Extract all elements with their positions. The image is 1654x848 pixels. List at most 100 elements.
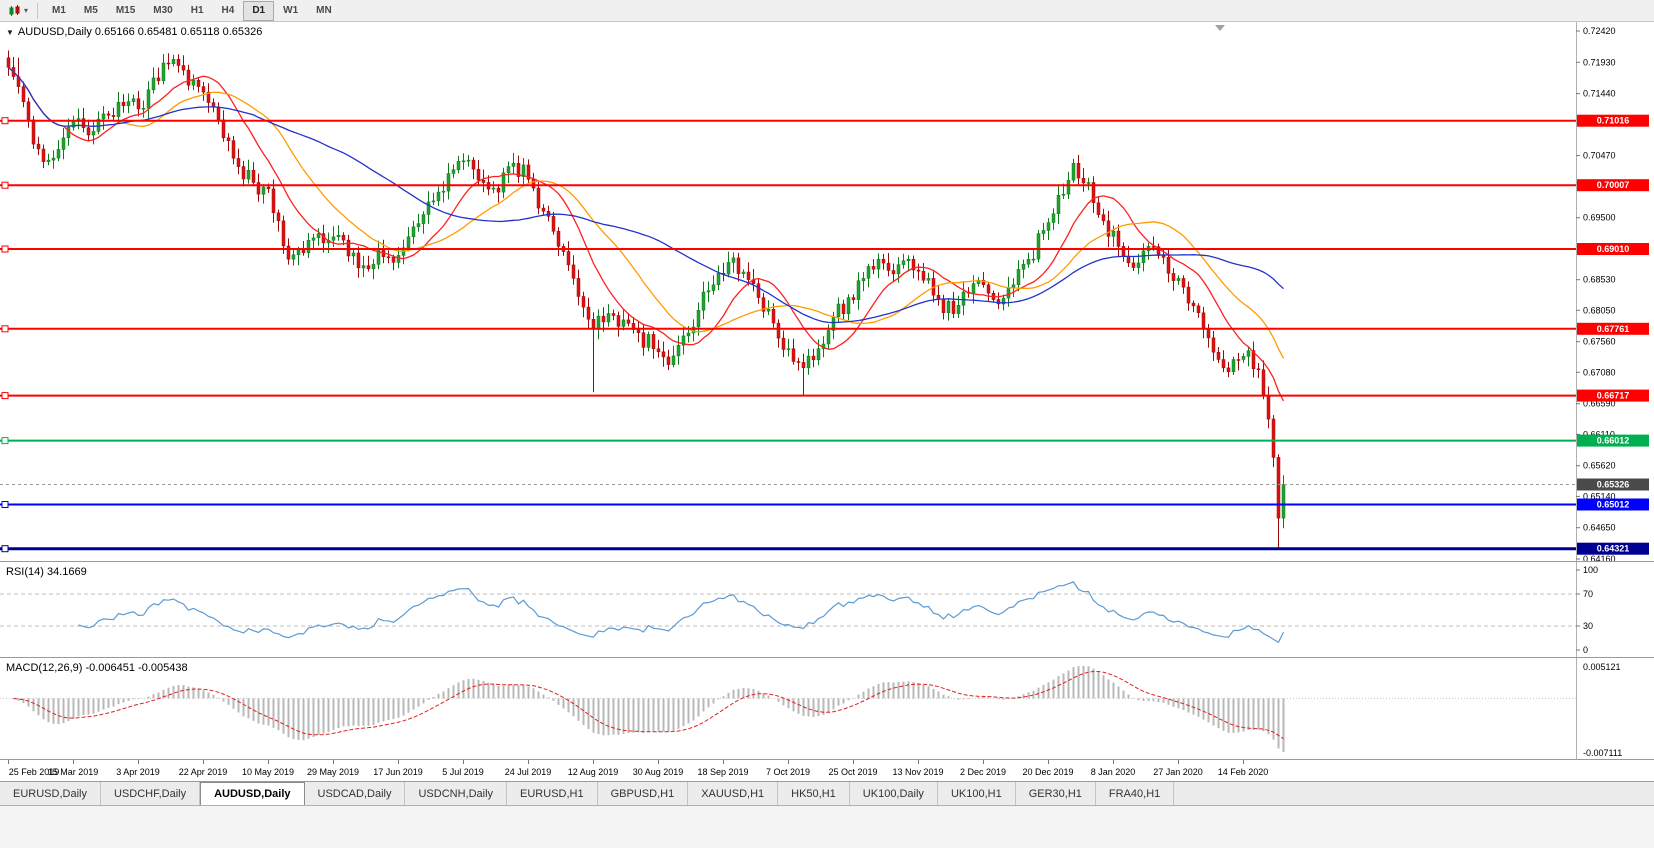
- date-label: 17 Jun 2019: [373, 767, 423, 777]
- date-tick: [1243, 760, 1244, 764]
- price-axis-tick: 0.68050: [1583, 305, 1616, 315]
- price-line-badge: [1577, 243, 1649, 255]
- price-line-badge: [1577, 498, 1649, 511]
- hline-handle: [1, 392, 9, 400]
- price-axis-tick: 0.64650: [1583, 523, 1616, 533]
- date-label: 25 Feb 2019: [8, 767, 60, 777]
- chart-tab-xauusd-h1[interactable]: XAUUSD,H1: [688, 782, 779, 805]
- rsi-axis-label: 70: [1583, 589, 1593, 599]
- timeframe-button-m15[interactable]: M15: [115, 4, 136, 16]
- chart-tab-ger30-h1[interactable]: GER30,H1: [1015, 782, 1096, 805]
- window-footer: [0, 806, 1654, 848]
- chart-header-text: AUDUSD,Daily 0.65166 0.65481 0.65118 0.6…: [17, 26, 263, 38]
- timeframe-button-w1[interactable]: W1: [283, 4, 299, 16]
- chart-tab-fra40-h1[interactable]: FRA40,H1: [1095, 782, 1175, 805]
- date-tick: [333, 760, 334, 764]
- macd-label: MACD(12,26,9) -0.006451 -0.005438: [6, 662, 188, 674]
- candles-layer: [6, 50, 1286, 549]
- one-click-trading-toggle[interactable]: ▼: [6, 27, 14, 37]
- price-axis-tick: 0.66110: [1583, 429, 1615, 439]
- price-axis-tick: 0.70470: [1583, 151, 1616, 161]
- date-tick: [138, 760, 139, 764]
- date-tick: [463, 760, 464, 764]
- svg-text:0.65012: 0.65012: [1597, 500, 1630, 510]
- date-label: 5 Jul 2019: [442, 767, 484, 777]
- chart-tab-audusd-daily[interactable]: AUDUSD,Daily: [200, 782, 305, 805]
- svg-text:0.71016: 0.71016: [1597, 116, 1630, 126]
- date-label: 14 Feb 2020: [1217, 767, 1269, 777]
- price-axis-tick: 0.66590: [1583, 399, 1616, 409]
- chart-tab-uk100-daily[interactable]: UK100,Daily: [849, 782, 938, 805]
- timeframe-button-m5[interactable]: M5: [83, 4, 98, 16]
- chart-tab-usdcnh-daily[interactable]: USDCNH,Daily: [405, 782, 508, 805]
- price-axis-tick: 0.67560: [1583, 337, 1616, 347]
- macd-signal-line: [13, 671, 1284, 740]
- chart-tab-uk100-h1[interactable]: UK100,H1: [937, 782, 1016, 805]
- price-axis[interactable]: 0.72420 0.71930 0.71440 0.70470 0.69500 0.685…: [1576, 22, 1654, 562]
- date-label: 30 Aug 2019: [632, 767, 684, 777]
- date-label: 7 Oct 2019: [765, 767, 811, 777]
- date-tick: [528, 760, 529, 764]
- rsi-line: [78, 581, 1285, 644]
- price-axis-tick: 0.65140: [1583, 491, 1616, 501]
- hline-handle: [1, 545, 9, 553]
- date-tick: [8, 760, 9, 764]
- macd-max-label: 0.005121: [1583, 662, 1621, 672]
- date-label: 27 Jan 2020: [1153, 767, 1203, 777]
- chart-shift-marker[interactable]: [1215, 25, 1225, 31]
- timeframe-button-mn[interactable]: MN: [316, 4, 332, 16]
- date-label: 22 Apr 2019: [178, 767, 228, 777]
- chart-ohlc-label: ▼ AUDUSD,Daily 0.65166 0.65481 0.65118 0…: [6, 26, 262, 38]
- price-line-badge: [1577, 542, 1649, 555]
- chart-tab-gbpusd-h1[interactable]: GBPUSD,H1: [597, 782, 689, 805]
- macd-min-label: -0.007111: [1583, 748, 1622, 758]
- rsi-axis-label: 0: [1583, 645, 1588, 655]
- timeframe-button-h4[interactable]: H4: [221, 4, 235, 16]
- date-label: 24 Jul 2019: [504, 767, 552, 777]
- timeframe-button-m1[interactable]: M1: [52, 4, 66, 16]
- price-line-badge: [1577, 322, 1649, 335]
- moving-averages-layer: [8, 66, 1285, 402]
- chart-tab-usdcad-daily[interactable]: USDCAD,Daily: [304, 782, 406, 805]
- price-chart-panel: 0.72420 0.71930 0.71440 0.70470 0.69500 0.685…: [0, 22, 1654, 562]
- rsi-axis-label: 100: [1583, 565, 1598, 575]
- date-label: 18 Sep 2019: [697, 767, 749, 777]
- timeframe-button-d1[interactable]: D1: [243, 0, 275, 21]
- svg-text:0.69010: 0.69010: [1597, 244, 1630, 254]
- date-label: 15 Mar 2019: [47, 767, 99, 777]
- chart-tab-eurusd-h1[interactable]: EURUSD,H1: [507, 782, 598, 805]
- svg-text:0.64321: 0.64321: [1597, 544, 1630, 554]
- date-label: 2 Dec 2019: [959, 767, 1007, 777]
- slow-ma: [8, 66, 1284, 324]
- timeframe-button-h1[interactable]: H1: [190, 4, 204, 16]
- date-label: 10 May 2019: [241, 767, 295, 777]
- price-axis-tick: 0.69500: [1583, 213, 1616, 223]
- timeframe-button-m30[interactable]: M30: [153, 4, 173, 16]
- price-axis-tick: 0.72420: [1583, 26, 1616, 36]
- price-line-badge: [1577, 114, 1649, 127]
- current-price-badge: [1577, 478, 1649, 491]
- date-tick: [788, 760, 789, 764]
- date-tick: [1113, 760, 1114, 764]
- date-label: 3 Apr 2019: [116, 767, 160, 777]
- mid-ma: [8, 66, 1285, 359]
- timeframe-toolbar: ▾ M1 M5 M15 M30 H1 H4 D1 W1 MN: [0, 0, 1654, 22]
- price-line-badge: [1577, 434, 1649, 447]
- horizontal-lines-layer[interactable]: [0, 117, 1576, 553]
- chart-type-dropdown[interactable]: ▾: [4, 3, 32, 19]
- hline-handle: [1, 245, 9, 253]
- date-label: 20 Dec 2019: [1022, 767, 1074, 777]
- fast-ma: [8, 66, 1285, 402]
- candlestick-chart-icon: [9, 4, 20, 16]
- date-tick: [268, 760, 269, 764]
- chart-tab-eurusd-daily[interactable]: EURUSD,Daily: [0, 782, 101, 805]
- price-axis-tick: 0.64160: [1583, 554, 1616, 562]
- macd-panel: 0.005121 -0.007111 MACD(12,26,9) -0.00645…: [0, 658, 1654, 760]
- chart-tabs-bar: EURUSD,Daily USDCHF,Daily AUDUSD,Daily USDC…: [0, 782, 1654, 806]
- date-tick: [593, 760, 594, 764]
- date-tick: [983, 760, 984, 764]
- toolbar-separator: [37, 2, 39, 19]
- chart-tab-hk50-h1[interactable]: HK50,H1: [778, 782, 850, 805]
- chart-tab-usdchf-daily[interactable]: USDCHF,Daily: [100, 782, 201, 805]
- time-axis[interactable]: 25 Feb 2019 15 Mar 2019 3 Apr 2019 22 Apr 2…: [0, 760, 1654, 782]
